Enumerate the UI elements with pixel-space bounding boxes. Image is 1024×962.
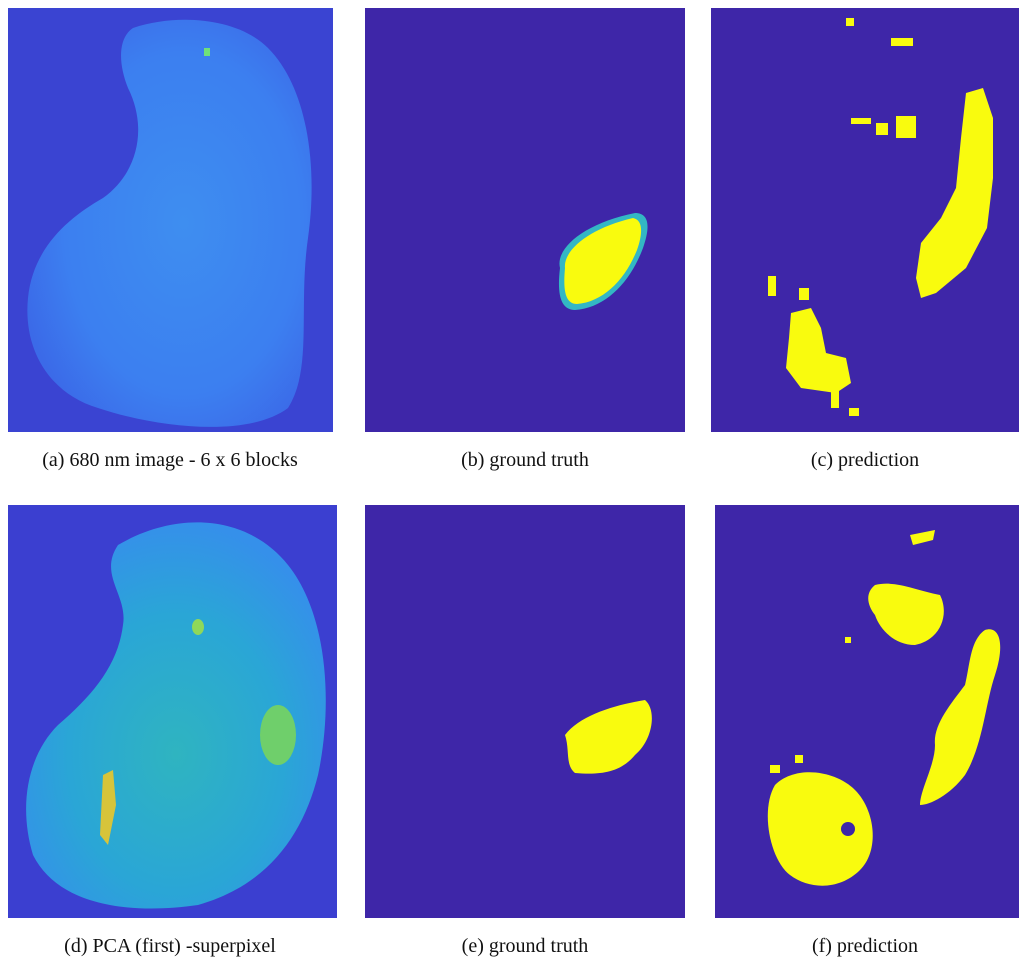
spot [260,705,296,765]
shape [851,118,871,124]
shape [876,123,888,135]
caption: (e) ground truth [462,935,589,957]
spot [204,48,210,56]
shape [849,408,859,416]
shape [768,276,776,296]
shape [891,38,913,46]
shape [896,116,916,138]
caption: (d) PCA (first) -superpixel [64,935,276,957]
shape [846,18,854,26]
figure: (a) 680 nm image - 6 x 6 blocks (b) grou… [0,0,1024,962]
panel-b [365,8,685,432]
hole [841,822,855,836]
caption: (c) prediction [811,449,919,471]
shape [770,765,780,773]
caption: (b) ground truth [461,449,589,471]
caption: (a) 680 nm image - 6 x 6 blocks [42,449,298,471]
panel-a [8,8,333,432]
shape [795,755,803,763]
panel-f [715,505,1019,918]
panel-d [8,505,337,918]
shape [799,288,809,300]
shape [831,388,839,408]
spot [192,619,204,635]
panel-e [365,505,685,918]
caption: (f) prediction [812,935,918,957]
shape [845,637,851,643]
panel-c [711,8,1019,432]
